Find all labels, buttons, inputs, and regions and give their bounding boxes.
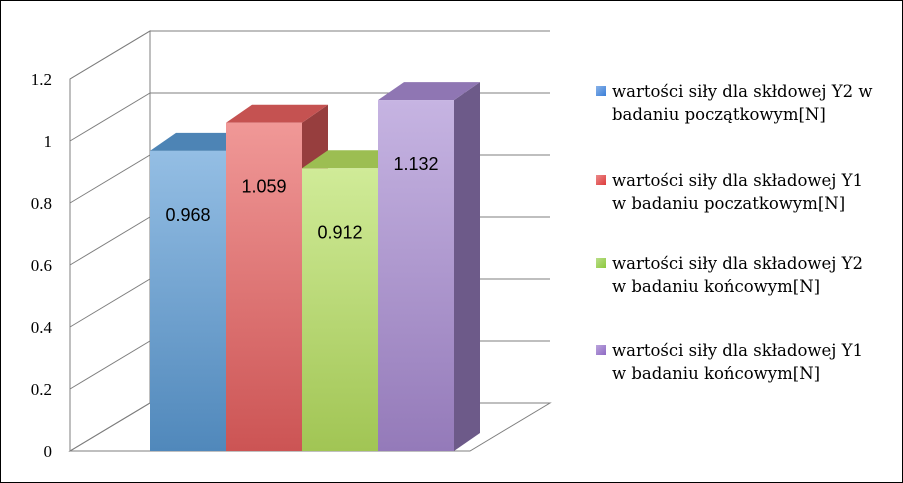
- y-tick-label: 0.8: [31, 194, 52, 213]
- data-label: 1.059: [241, 177, 286, 197]
- bar-front: [378, 100, 454, 451]
- gridline: [69, 30, 550, 80]
- bars: [150, 82, 480, 452]
- bar-top: [226, 104, 328, 123]
- legend-label: wartości siły dla składowej Y2 w badaniu…: [612, 254, 864, 296]
- bar-front: [302, 168, 378, 451]
- y-tick-label: 0.6: [31, 256, 52, 275]
- y-tick-label: 0.4: [31, 318, 53, 337]
- legend-label: wartości siły dla skłdowej Y2 w badaniu …: [612, 82, 873, 124]
- data-label: 0.912: [317, 222, 362, 242]
- data-label: 0.968: [165, 205, 210, 225]
- bar-front: [150, 150, 226, 452]
- bar-4: [378, 82, 480, 451]
- data-label: 1.132: [393, 154, 438, 174]
- y-tick-label: 0: [44, 442, 53, 461]
- legend-swatch: [596, 258, 606, 268]
- y-axis-ticks: 0 0.2 0.4 0.6 0.8 1 1.2: [31, 70, 53, 461]
- bar-side: [454, 82, 480, 451]
- legend-swatch: [596, 175, 606, 185]
- legend-swatch: [596, 345, 606, 355]
- y-tick-label: 1: [44, 132, 53, 151]
- y-tick-label: 1.2: [31, 70, 52, 89]
- bar-front: [226, 122, 302, 452]
- y-tick-label: 0.2: [31, 380, 52, 399]
- legend-swatch: [596, 86, 606, 96]
- data-labels: 0.968 1.059 0.912 1.132: [165, 154, 438, 242]
- legend-label: wartości siły dla składowej Y1 w badaniu…: [612, 171, 864, 213]
- legend-label: wartości siły dla składowej Y1 w badaniu…: [612, 341, 864, 383]
- bar-top: [378, 82, 480, 101]
